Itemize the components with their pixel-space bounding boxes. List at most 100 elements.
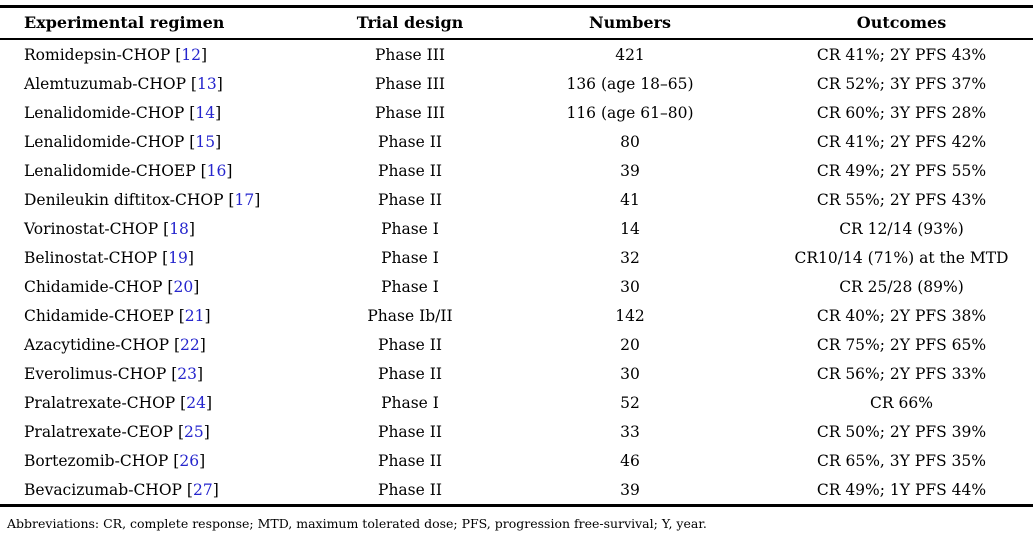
column-header-numbers: Numbers xyxy=(490,6,770,40)
regimen-name: Alemtuzumab-CHOP xyxy=(24,74,191,93)
trial-design-cell: Phase II xyxy=(378,190,442,209)
outcomes-cell: CR 40%; 2Y PFS 38% xyxy=(816,306,987,325)
citation-link[interactable]: 24 xyxy=(186,393,206,412)
regimen-cell: Lenalidomide-CHOP [15] xyxy=(0,127,330,156)
outcomes-cell: CR 52%; 3Y PFS 37% xyxy=(816,74,987,93)
regimen-cell: Romidepsin-CHOP [12] xyxy=(0,39,330,69)
table-row: Azacytidine-CHOP [22] Phase II 20 CR 75%… xyxy=(0,330,1033,359)
table-row: Vorinostat-CHOP [18] Phase I 14 CR 12/14… xyxy=(0,214,1033,243)
citation-bracket-close: ] xyxy=(203,422,210,441)
table-body: Romidepsin-CHOP [12] Phase III 421 CR 41… xyxy=(0,39,1033,506)
citation-bracket-open: [ xyxy=(200,161,207,180)
citation-link[interactable]: 26 xyxy=(179,451,200,470)
table-row: Belinostat-CHOP [19] Phase I 32 CR10/14 … xyxy=(0,243,1033,272)
table-row: Bevacizumab-CHOP [27] Phase II 39 CR 49%… xyxy=(0,475,1033,506)
outcomes-cell: CR 60%; 3Y PFS 28% xyxy=(816,103,987,122)
citation-bracket-close: ] xyxy=(215,103,222,122)
outcomes-cell: CR10/14 (71%) at the MTD xyxy=(794,248,1009,267)
trial-design-cell: Phase I xyxy=(381,393,439,412)
regimen-name: Chidamide-CHOEP xyxy=(24,306,179,325)
trial-design-cell: Phase I xyxy=(381,219,439,238)
citation-link[interactable]: 15 xyxy=(195,132,216,151)
citation-link[interactable]: 23 xyxy=(177,364,198,383)
table-row: Bortezomib-CHOP [26] Phase II 46 CR 65%,… xyxy=(0,446,1033,475)
citation-bracket-close: ] xyxy=(216,74,223,93)
regimen-name: Vorinostat-CHOP xyxy=(24,219,164,238)
citation-bracket-open: [ xyxy=(163,219,170,238)
citation-link[interactable]: 18 xyxy=(169,219,189,238)
regimen-name: Denileukin diftitox-CHOP xyxy=(24,190,229,209)
citation-link[interactable]: 20 xyxy=(173,277,194,296)
trial-design-cell: Phase II xyxy=(378,335,442,354)
numbers-cell: 30 xyxy=(620,364,640,383)
citation-link[interactable]: 25 xyxy=(184,422,204,441)
numbers-cell: 39 xyxy=(620,161,640,180)
regimen-name: Pralatrexate-CHOP xyxy=(24,393,181,412)
citation-bracket-open: [ xyxy=(173,451,180,470)
trial-design-cell: Phase II xyxy=(378,364,442,383)
citation-link[interactable]: 13 xyxy=(196,74,217,93)
citation-bracket-open: [ xyxy=(186,480,193,499)
numbers-cell: 46 xyxy=(620,451,640,470)
regimen-name: Lenalidomide-CHOP xyxy=(24,132,190,151)
numbers-cell: 39 xyxy=(620,480,640,499)
outcomes-cell: CR 25/28 (89%) xyxy=(839,277,964,296)
table-row: Chidamide-CHOP [20] Phase I 30 CR 25/28 … xyxy=(0,272,1033,301)
numbers-cell: 421 xyxy=(615,45,645,64)
table-row: Pralatrexate-CHOP [24] Phase I 52 CR 66% xyxy=(0,388,1033,417)
outcomes-cell: CR 49%; 2Y PFS 55% xyxy=(816,161,987,180)
table-row: Lenalidomide-CHOP [14] Phase III 116 (ag… xyxy=(0,98,1033,127)
numbers-cell: 33 xyxy=(620,422,640,441)
regimen-name: Lenalidomide-CHOP xyxy=(24,103,190,122)
regimen-name: Belinostat-CHOP xyxy=(24,248,163,267)
column-header-outcomes: Outcomes xyxy=(770,6,1033,40)
outcomes-cell: CR 12/14 (93%) xyxy=(839,219,964,238)
numbers-cell: 14 xyxy=(620,219,640,238)
citation-bracket-open: [ xyxy=(162,248,169,267)
regimen-name: Bevacizumab-CHOP xyxy=(24,480,187,499)
citation-bracket-open: [ xyxy=(190,74,197,93)
citation-link[interactable]: 16 xyxy=(206,161,227,180)
table-row: Lenalidomide-CHOP [15] Phase II 80 CR 41… xyxy=(0,127,1033,156)
regimen-cell: Bevacizumab-CHOP [27] xyxy=(0,475,330,506)
regimen-cell: Vorinostat-CHOP [18] xyxy=(0,214,330,243)
numbers-cell: 80 xyxy=(620,132,640,151)
citation-bracket-close: ] xyxy=(212,480,219,499)
citation-link[interactable]: 21 xyxy=(184,306,205,325)
citation-link[interactable]: 27 xyxy=(192,480,213,499)
trial-design-cell: Phase II xyxy=(378,480,442,499)
citation-bracket-close: ] xyxy=(199,451,206,470)
numbers-cell: 136 (age 18–65) xyxy=(566,74,694,93)
column-header-trial-design: Trial design xyxy=(330,6,490,40)
citation-link[interactable]: 14 xyxy=(195,103,216,122)
regimen-cell: Belinostat-CHOP [19] xyxy=(0,243,330,272)
regimen-cell: Alemtuzumab-CHOP [13] xyxy=(0,69,330,98)
citation-link[interactable]: 22 xyxy=(180,335,200,354)
regimen-cell: Lenalidomide-CHOP [14] xyxy=(0,98,330,127)
citation-bracket-close: ] xyxy=(197,364,204,383)
outcomes-cell: CR 55%; 2Y PFS 43% xyxy=(816,190,987,209)
citation-bracket-close: ] xyxy=(226,161,233,180)
citation-bracket-open: [ xyxy=(180,393,187,412)
citation-bracket-open: [ xyxy=(175,45,182,64)
regimen-cell: Lenalidomide-CHOEP [16] xyxy=(0,156,330,185)
numbers-cell: 32 xyxy=(620,248,640,267)
numbers-cell: 20 xyxy=(620,335,640,354)
citation-link[interactable]: 17 xyxy=(234,190,255,209)
regimen-cell: Pralatrexate-CEOP [25] xyxy=(0,417,330,446)
trial-design-cell: Phase Ib/II xyxy=(367,306,453,325)
regimen-name: Chidamide-CHOP xyxy=(24,277,168,296)
citation-bracket-close: ] xyxy=(188,219,195,238)
outcomes-cell: CR 50%; 2Y PFS 39% xyxy=(816,422,987,441)
trial-design-cell: Phase III xyxy=(374,74,446,93)
trial-design-cell: Phase III xyxy=(374,45,446,64)
regimen-name: Bortezomib-CHOP xyxy=(24,451,174,470)
regimen-cell: Pralatrexate-CHOP [24] xyxy=(0,388,330,417)
citation-link[interactable]: 19 xyxy=(168,248,188,267)
citation-bracket-close: ] xyxy=(205,393,213,412)
citation-bracket-open: [ xyxy=(189,103,196,122)
citation-bracket-open: [ xyxy=(177,422,185,441)
table-row: Chidamide-CHOEP [21] Phase Ib/II 142 CR … xyxy=(0,301,1033,330)
citation-link[interactable]: 12 xyxy=(181,45,202,64)
